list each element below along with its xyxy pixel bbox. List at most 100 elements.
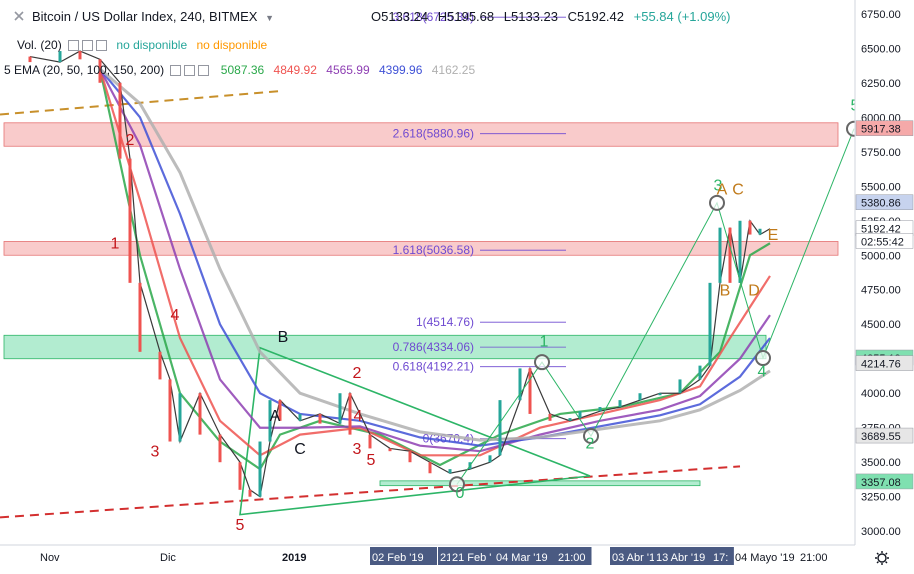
- pivot-circle-0: [449, 476, 465, 493]
- y-tick-label: 6250.00: [861, 78, 901, 90]
- wave-label-green-3: 3: [714, 177, 723, 194]
- candle: [318, 413, 322, 424]
- candle: [218, 434, 222, 463]
- candle: [28, 56, 32, 63]
- y-tick-label: 6750.00: [861, 9, 901, 21]
- price-tag-1: 5380.86: [861, 198, 901, 210]
- price-tag-bg-5: [855, 355, 914, 371]
- price-tag-0: 5917.38: [861, 124, 901, 136]
- y-tick-label: 4750.00: [861, 285, 901, 297]
- x-tick-label: 21 Feb ': [452, 552, 491, 564]
- triangle-pattern: [239, 346, 591, 516]
- time-tag-bg-7: [556, 547, 592, 565]
- fib-label-2.618: 2.618(5880.96): [393, 127, 474, 141]
- ema-value-3: 4565.99: [326, 63, 370, 77]
- y-tick-label: 4500.00: [861, 319, 901, 331]
- wave-label-red-4: 4: [354, 408, 363, 425]
- price-tag-6: 3689.55: [861, 431, 901, 443]
- candle: [248, 489, 252, 497]
- x-tick-label: 17:: [713, 552, 728, 564]
- candle: [618, 400, 622, 408]
- volume-na-1: no disponible: [116, 38, 188, 52]
- y-tick-label: 3000.00: [861, 526, 901, 538]
- volume-na-2: no disponible: [196, 38, 268, 52]
- candle: [238, 462, 242, 490]
- settings-gear-icon[interactable]: [874, 550, 890, 566]
- wave-label-orange-C: C: [732, 182, 744, 199]
- symbol-title[interactable]: Bitcoin / US Dollar Index, 240, BITMEX: [32, 9, 258, 24]
- x-tick-label: 04 Mar '19: [496, 552, 548, 564]
- wave-label-red-3: 3: [151, 444, 160, 461]
- fib-label-1: 1(4514.76): [416, 315, 474, 329]
- gear-icon[interactable]: [184, 65, 196, 77]
- eye-icon[interactable]: [68, 40, 80, 52]
- candle: [598, 407, 602, 412]
- gear-icon[interactable]: [82, 40, 94, 52]
- price-tag-bg-6: [855, 427, 914, 444]
- zone-green-2: [3, 334, 767, 360]
- candle: [518, 368, 522, 401]
- candle: [168, 379, 172, 442]
- plot-area: 3.618(6725.34) 2.618(5880.96) 1.618(5036.5…: [0, 10, 855, 534]
- ema-line-3: [99, 68, 771, 453]
- candle: [278, 400, 282, 421]
- x-tick-label: 03 Abr '19: [612, 552, 661, 564]
- candle: [268, 400, 272, 442]
- y-tick-label: 4000.00: [861, 388, 901, 400]
- candle: [638, 393, 642, 401]
- wave-label-black-A: A: [270, 408, 281, 425]
- wave-projection-path: [456, 128, 855, 485]
- wave-label-orange-A: A: [717, 182, 728, 199]
- wave-label-green-1: 1: [540, 333, 549, 350]
- close-icon[interactable]: [96, 40, 108, 52]
- candle: [138, 282, 142, 352]
- open-value: O5133.24: [371, 9, 429, 24]
- y-tick-label: 5500.00: [861, 181, 901, 193]
- volume-legend[interactable]: Vol. (20) no disponible no disponible: [17, 38, 267, 52]
- candle: [708, 282, 712, 366]
- candle: [98, 59, 102, 83]
- wave-label-red-2: 2: [353, 365, 362, 382]
- candle: [128, 158, 132, 283]
- close-value: C5192.42: [567, 9, 624, 24]
- candle: [658, 393, 662, 396]
- ema-legend[interactable]: 5 EMA (20, 50, 100, 150, 200) 5087.36 48…: [4, 63, 475, 77]
- high-value: H5195.68: [437, 9, 495, 24]
- time-tag-bg-10: [711, 547, 734, 565]
- chevron-down-icon[interactable]: ▼: [265, 13, 274, 23]
- y-tick-label: 6500.00: [861, 43, 901, 55]
- candle: [368, 434, 372, 449]
- y-tick-label: 3250.00: [861, 492, 901, 504]
- time-tag-bg-9: [654, 547, 721, 565]
- eye-icon[interactable]: [170, 65, 182, 77]
- candle: [698, 365, 702, 380]
- candle: [388, 448, 392, 452]
- candle: [338, 393, 342, 424]
- wave-label-red-3: 3: [353, 441, 362, 458]
- volume-label: Vol. (20): [17, 38, 62, 52]
- wave-label-black-B: B: [278, 329, 289, 346]
- candle: [748, 220, 752, 235]
- candle: [738, 220, 742, 283]
- close-icon[interactable]: [12, 9, 26, 23]
- candle: [298, 413, 302, 421]
- candle: [488, 455, 492, 463]
- wave-label-orange-B: B: [720, 282, 731, 299]
- ema-value-4: 4399.96: [379, 63, 423, 77]
- price-tag-5: 4214.76: [861, 359, 901, 371]
- wave-label-red-1: 1: [111, 235, 120, 252]
- x-tick-label: 2019: [282, 552, 306, 564]
- fib-label-1.618: 1.618(5036.58): [393, 243, 474, 257]
- candle: [258, 441, 262, 497]
- pivot-circle-4: [755, 350, 771, 367]
- time-tag-bg-6: [494, 547, 561, 565]
- wave-label-black-C: C: [294, 441, 306, 458]
- ema-value-1: 5087.36: [220, 63, 265, 77]
- wave-label-green-0: 0: [456, 485, 465, 502]
- ema-label: 5 EMA (20, 50, 100, 150, 200): [4, 63, 165, 77]
- y-tick-label: 3500.00: [861, 457, 901, 469]
- ema-line-5: [99, 67, 771, 442]
- close-icon[interactable]: [198, 65, 210, 77]
